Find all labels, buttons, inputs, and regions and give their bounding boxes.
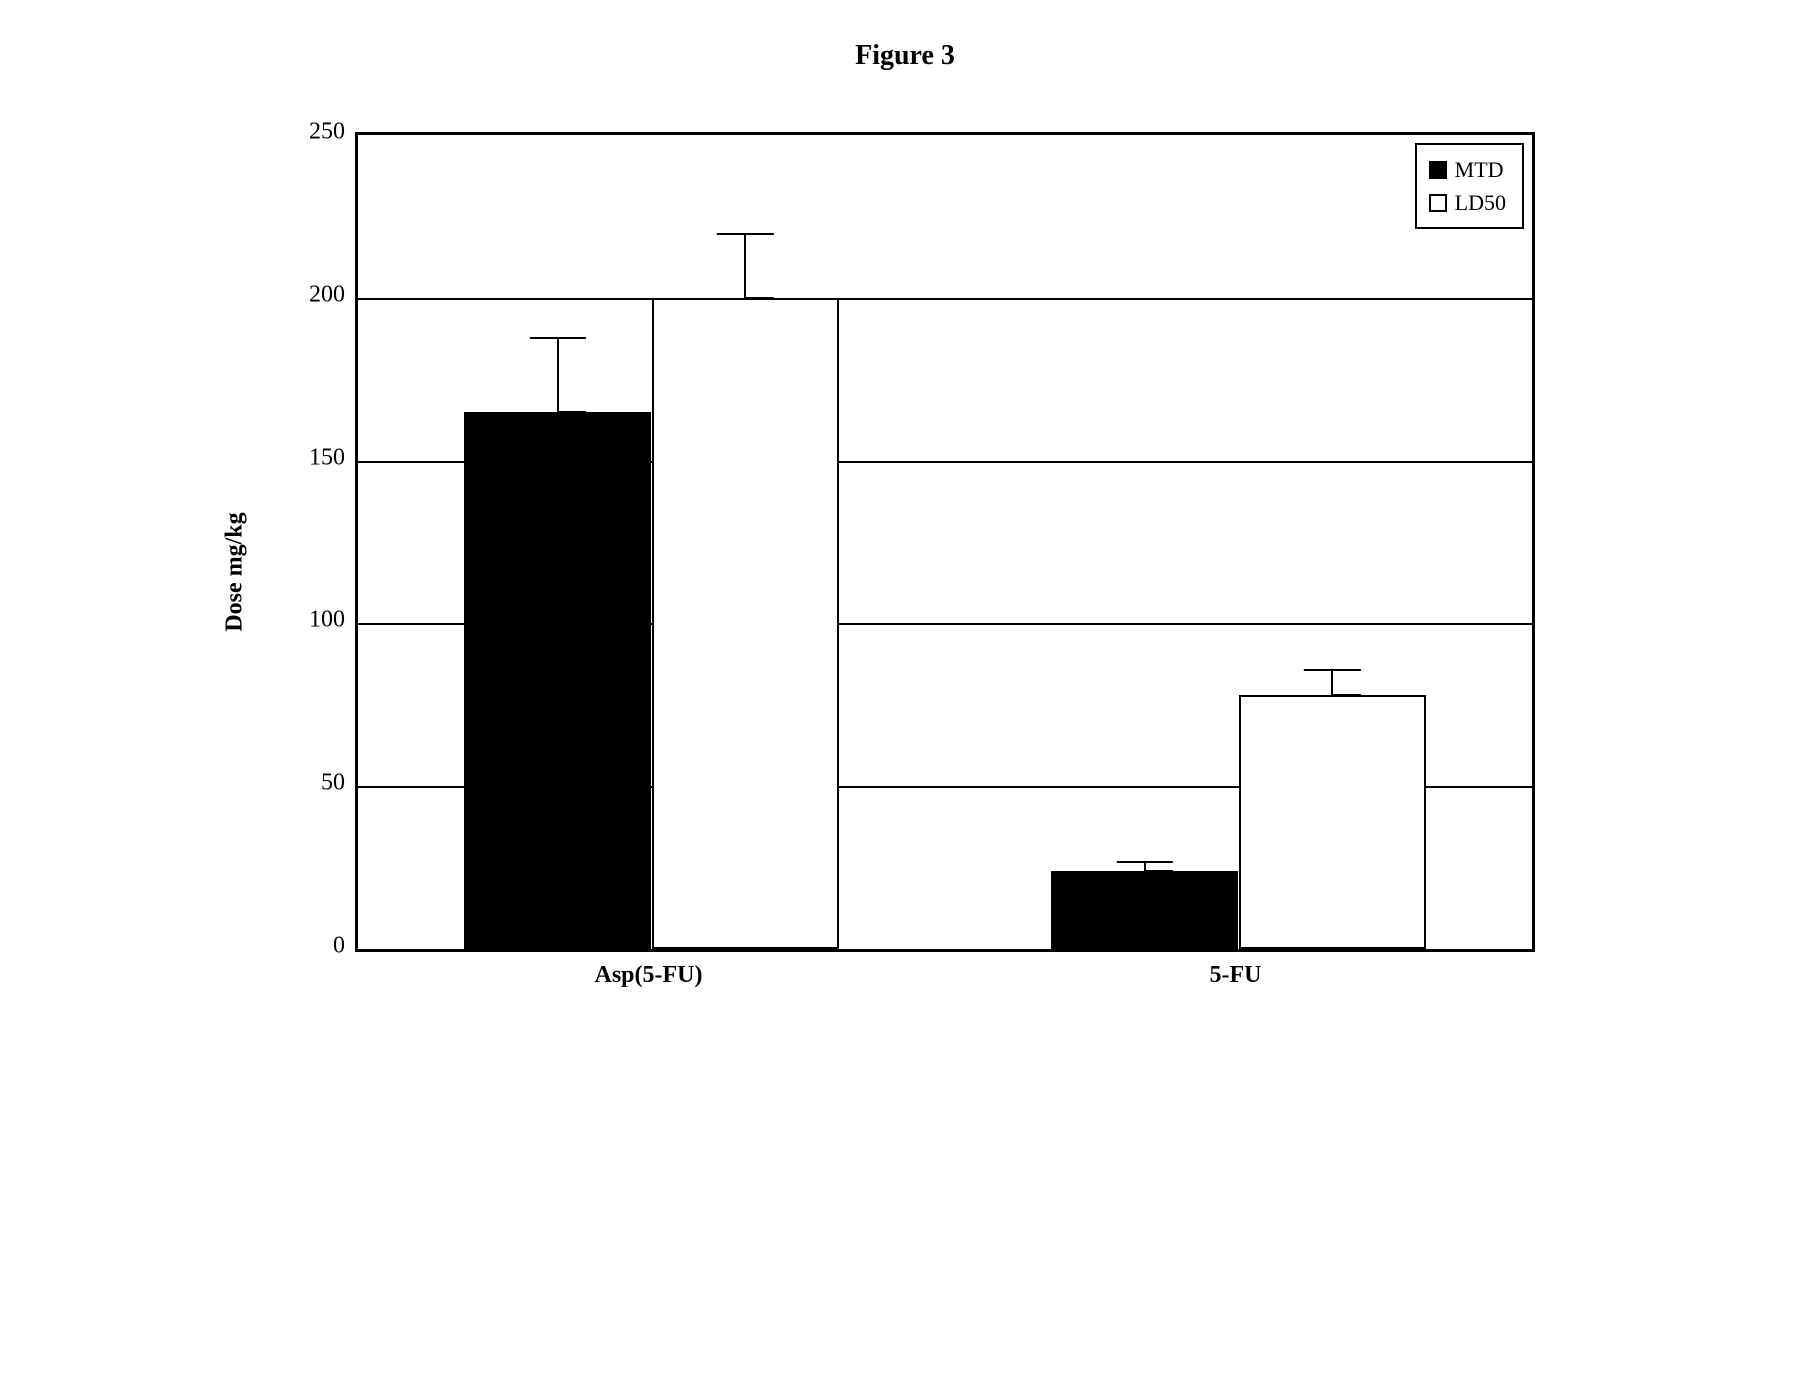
y-tick-label: 150	[285, 444, 345, 471]
legend-box: MTD LD50	[1415, 143, 1524, 229]
bar-mtd-0	[464, 412, 652, 949]
errorbar-stem	[557, 337, 559, 412]
legend-swatch-mtd	[1429, 161, 1447, 179]
gridline	[358, 298, 1532, 300]
errorbar-basecap	[1145, 870, 1173, 872]
y-tick-label: 250	[285, 119, 345, 146]
figure-title: Figure 3	[205, 40, 1605, 72]
x-category-label: 5-FU	[1210, 962, 1262, 989]
errorbar-cap	[1304, 669, 1360, 671]
legend-label-mtd: MTD	[1455, 153, 1504, 186]
y-tick-label: 200	[285, 281, 345, 308]
legend-item-mtd: MTD	[1429, 153, 1506, 186]
y-tick-label: 100	[285, 607, 345, 634]
figure-container: Figure 3 Dose mg/kg 0 50 100 150 200 250 MTD …	[205, 40, 1605, 1032]
bar-ld50-0	[652, 298, 840, 949]
x-category-label: Asp(5-FU)	[595, 962, 703, 989]
legend-label-ld50: LD50	[1455, 186, 1506, 219]
chart-outer: Dose mg/kg 050100150200250 MTD LD50 Asp(…	[255, 112, 1555, 1032]
errorbar-basecap	[745, 297, 773, 299]
legend-swatch-ld50	[1429, 194, 1447, 212]
errorbar-stem	[744, 233, 746, 298]
errorbar-cap	[1116, 861, 1172, 863]
plot-area: MTD LD50	[355, 132, 1535, 952]
y-axis-label: Dose mg/kg	[222, 512, 249, 631]
bar-mtd-1	[1051, 871, 1239, 949]
y-tick-label: 0	[285, 933, 345, 960]
errorbar-basecap	[558, 411, 586, 413]
legend-item-ld50: LD50	[1429, 186, 1506, 219]
errorbar-basecap	[1332, 694, 1360, 696]
errorbar-cap	[529, 337, 585, 339]
bar-ld50-1	[1239, 695, 1427, 949]
errorbar-cap	[717, 233, 773, 235]
errorbar-stem	[1331, 669, 1333, 695]
y-tick-label: 50	[285, 770, 345, 797]
